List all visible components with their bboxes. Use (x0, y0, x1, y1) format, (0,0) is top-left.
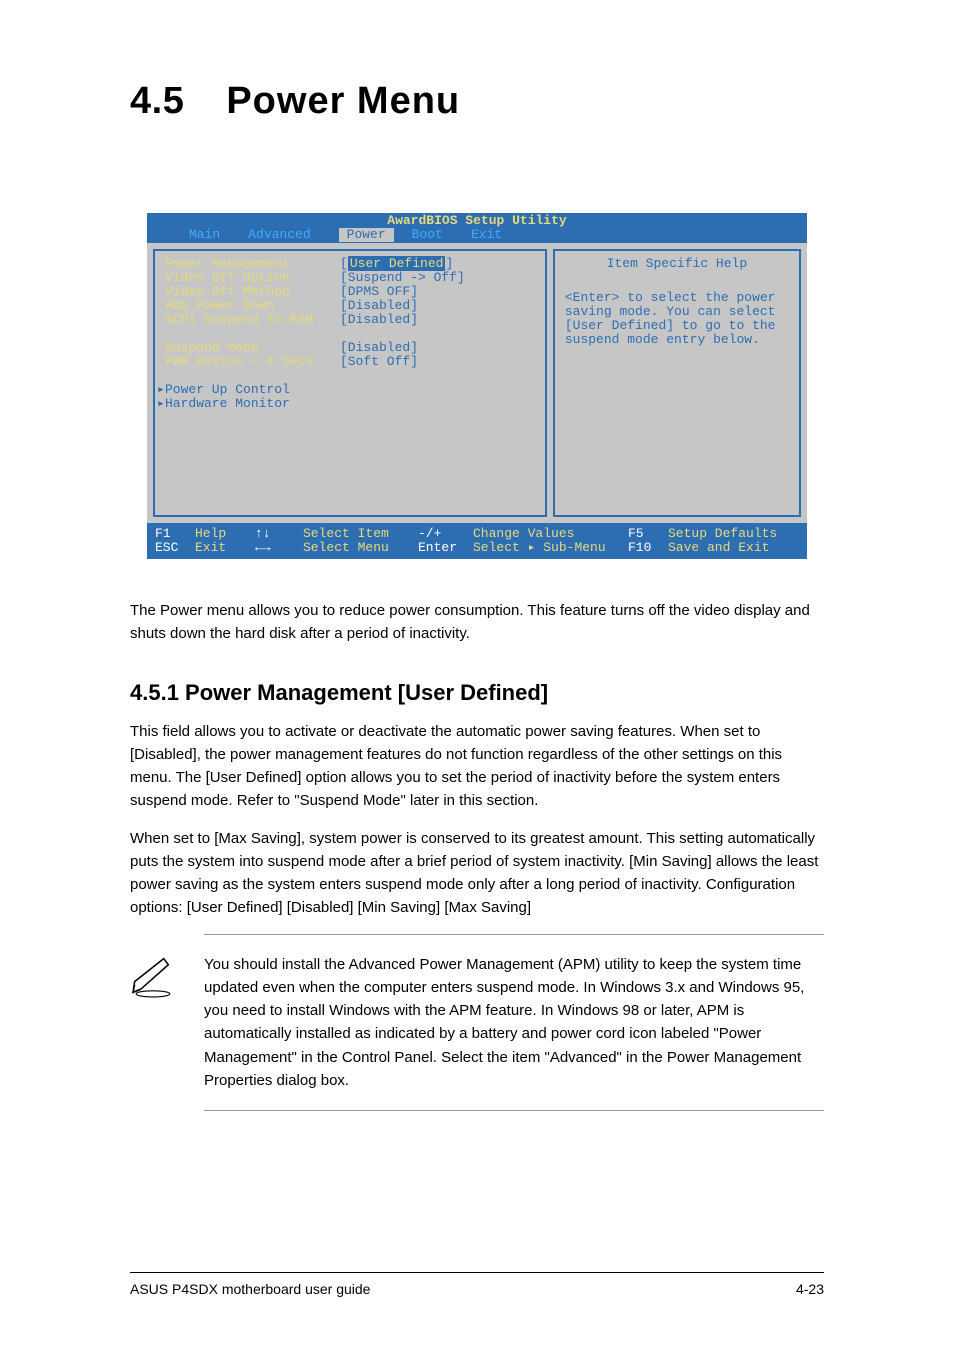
bios-menu-main: Main (189, 228, 238, 242)
bios-setting-value: [DPMS OFF] (340, 285, 418, 299)
bios-setting-label: ACPI Suspend To RAM (165, 313, 340, 327)
bios-setting-label: Power Management (165, 257, 340, 271)
bios-key-enter: Enter (418, 541, 473, 555)
bios-menu-exit: Exit (471, 228, 520, 242)
bios-menu-advanced: Advanced (248, 228, 328, 242)
bios-action-help: Help (195, 527, 255, 541)
bios-setting-label: HDD Power Down (165, 299, 340, 313)
bios-key-updown: ↑↓ (255, 527, 303, 541)
bios-footer: F1 Help ↑↓ Select Item -/+ Change Values… (147, 523, 807, 559)
bios-action-select-menu: Select Menu (303, 541, 418, 555)
bios-menu-boot: Boot (412, 228, 461, 242)
bios-right-panel: Item Specific Help <Enter> to select the… (553, 249, 801, 517)
bios-setting-row: Power Management[User Defined] (165, 257, 535, 271)
bios-setting-row: HDD Power Down[Disabled] (165, 299, 535, 313)
bios-setting-value: [Disabled] (340, 341, 418, 355)
bios-action-change-values: Change Values (473, 527, 628, 541)
bios-top-menu: Main Advanced Power Boot Exit (147, 228, 807, 242)
bios-setting-row: ▸Power Up Control (165, 383, 535, 397)
bios-body: Power Management[User Defined]Video Off … (147, 243, 807, 523)
bios-setting-row: Suspend Mode[Disabled] (165, 341, 535, 355)
bios-setting-row: ACPI Suspend To RAM[Disabled] (165, 313, 535, 327)
bios-setting-value: [User Defined] (340, 257, 453, 271)
bios-menu-power: Power (339, 228, 394, 242)
bios-setting-row: Video Off Option[Suspend -> Off] (165, 271, 535, 285)
bios-action-select-item: Select Item (303, 527, 418, 541)
bios-setting-label: Hardware Monitor (165, 397, 340, 411)
bios-key-esc: ESC (155, 541, 195, 555)
bios-help-text: <Enter> to select the power saving mode.… (565, 291, 789, 347)
sub1-paragraph-1: This field allows you to activate or dea… (130, 720, 824, 813)
bios-footer-row-1: F1 Help ↑↓ Select Item -/+ Change Values… (155, 527, 799, 541)
bios-setting-label: Suspend Mode (165, 341, 340, 355)
bios-key-leftright: ←→ (255, 541, 303, 555)
bios-spacer (165, 327, 535, 341)
section-number: 4.5 (130, 80, 184, 123)
bios-util-title: AwardBIOS Setup Utility (147, 213, 807, 228)
bios-left-panel: Power Management[User Defined]Video Off … (153, 249, 547, 517)
bios-key-f1: F1 (155, 527, 195, 541)
bios-titlebar: AwardBIOS Setup Utility Main Advanced Po… (147, 213, 807, 243)
section-heading: 4.5 Power Menu (130, 80, 824, 123)
note-text: You should install the Advanced Power Ma… (204, 934, 824, 1112)
note-block: You should install the Advanced Power Ma… (130, 934, 824, 1112)
subsection-heading: 4.5.1 Power Management [User Defined] (130, 676, 824, 710)
bios-screenshot: AwardBIOS Setup Utility Main Advanced Po… (147, 213, 807, 559)
bios-setting-label: PWR Button < 4 Secs (165, 355, 340, 369)
bios-key-f5: F5 (628, 527, 668, 541)
bios-help-title: Item Specific Help (565, 257, 789, 271)
sub1-paragraph-2: When set to [Max Saving], system power i… (130, 827, 824, 920)
bios-action-select-submenu: Select ▸ Sub-Menu (473, 541, 628, 555)
note-icon (130, 954, 176, 1007)
footer-left: ASUS P4SDX motherboard user guide (130, 1281, 370, 1297)
bios-setting-value: [Suspend -> Off] (340, 271, 465, 285)
bios-setting-row: ▸Hardware Monitor (165, 397, 535, 411)
bios-setting-value: [Soft Off] (340, 355, 418, 369)
bios-footer-row-2: ESC Exit ←→ Select Menu Enter Select ▸ S… (155, 541, 799, 555)
bios-setting-label: Video Off Option (165, 271, 340, 285)
bios-action-exit: Exit (195, 541, 255, 555)
bios-setting-value: [Disabled] (340, 313, 418, 327)
bios-spacer (165, 369, 535, 383)
bios-value-highlighted: User Defined (348, 256, 446, 271)
bios-setting-label: Video Off Method (165, 285, 340, 299)
bios-setting-label: Power Up Control (165, 383, 340, 397)
bios-action-save-exit: Save and Exit (668, 541, 769, 555)
bios-action-setup-defaults: Setup Defaults (668, 527, 777, 541)
intro-paragraph: The Power menu allows you to reduce powe… (130, 599, 824, 646)
bios-setting-row: Video Off Method[DPMS OFF] (165, 285, 535, 299)
section-title: Power Menu (226, 80, 460, 122)
bios-setting-row: PWR Button < 4 Secs[Soft Off] (165, 355, 535, 369)
bios-key-plusminus: -/+ (418, 527, 473, 541)
bios-key-f10: F10 (628, 541, 668, 555)
page-footer: ASUS P4SDX motherboard user guide 4-23 (130, 1272, 824, 1297)
footer-right: 4-23 (796, 1281, 824, 1297)
body-text: The Power menu allows you to reduce powe… (130, 599, 824, 1111)
bios-setting-value: [Disabled] (340, 299, 418, 313)
